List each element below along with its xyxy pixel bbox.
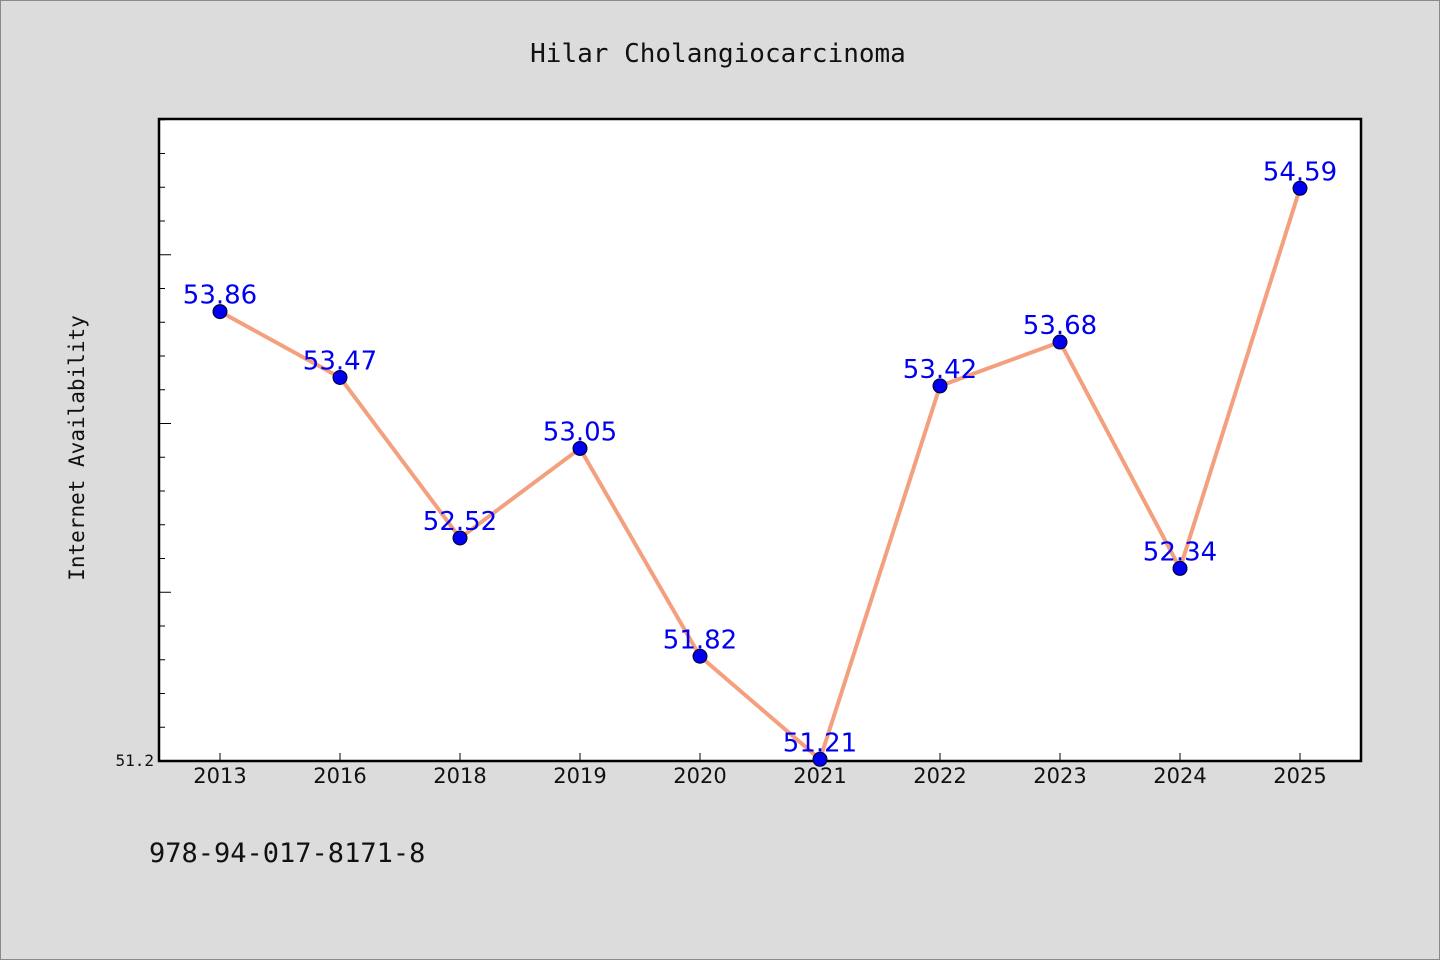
x-tick-label: 2023 — [1033, 764, 1086, 788]
data-point — [1292, 180, 1308, 196]
y-tick-label: 51.2 — [115, 751, 154, 770]
data-point — [452, 530, 468, 546]
footnote-isbn: 978-94-017-8171-8 — [149, 838, 425, 869]
data-label: 53.42 — [903, 355, 977, 385]
x-tick-label: 2016 — [313, 764, 366, 788]
data-point — [332, 369, 348, 385]
data-label: 51.82 — [663, 625, 737, 655]
x-tick-label: 2021 — [793, 764, 846, 788]
data-point — [572, 440, 588, 456]
data-label: 53.68 — [1023, 311, 1097, 341]
x-tick-label: 2019 — [553, 764, 606, 788]
y-axis-ticks — [159, 119, 171, 762]
x-tick-label: 2024 — [1153, 764, 1206, 788]
x-tick-label: 2013 — [193, 764, 246, 788]
data-label: 53.05 — [543, 417, 617, 447]
data-point — [812, 751, 828, 767]
x-tick-label: 2022 — [913, 764, 966, 788]
x-tick-label: 2018 — [433, 764, 486, 788]
x-tick-label: 2025 — [1273, 764, 1326, 788]
series-line-group: 53.86 53.47 52.52 53.05 51.82 51.21 53.42 53.68… — [183, 157, 1337, 767]
data-point — [1052, 334, 1068, 350]
y-axis-label: Internet Availability — [65, 315, 89, 581]
data-label: 53.86 — [183, 281, 257, 311]
plot-area — [157, 117, 1363, 763]
x-tick-label: 2020 — [673, 764, 726, 788]
data-label: 54.59 — [1263, 157, 1337, 187]
data-point — [932, 378, 948, 394]
x-axis-ticks: 2013 2016 2018 2019 2020 2021 2022 2023 2024 2025 — [193, 753, 1327, 788]
series-line — [219, 187, 1302, 762]
data-label: 51.21 — [783, 728, 857, 758]
data-point — [212, 304, 228, 320]
data-point — [692, 648, 708, 664]
data-label: 52.34 — [1143, 537, 1217, 567]
chart-title: Hilar Cholangiocarcinoma — [530, 39, 906, 69]
data-point — [1172, 560, 1188, 576]
data-label: 53.47 — [303, 346, 377, 376]
data-label: 52.52 — [423, 507, 497, 537]
